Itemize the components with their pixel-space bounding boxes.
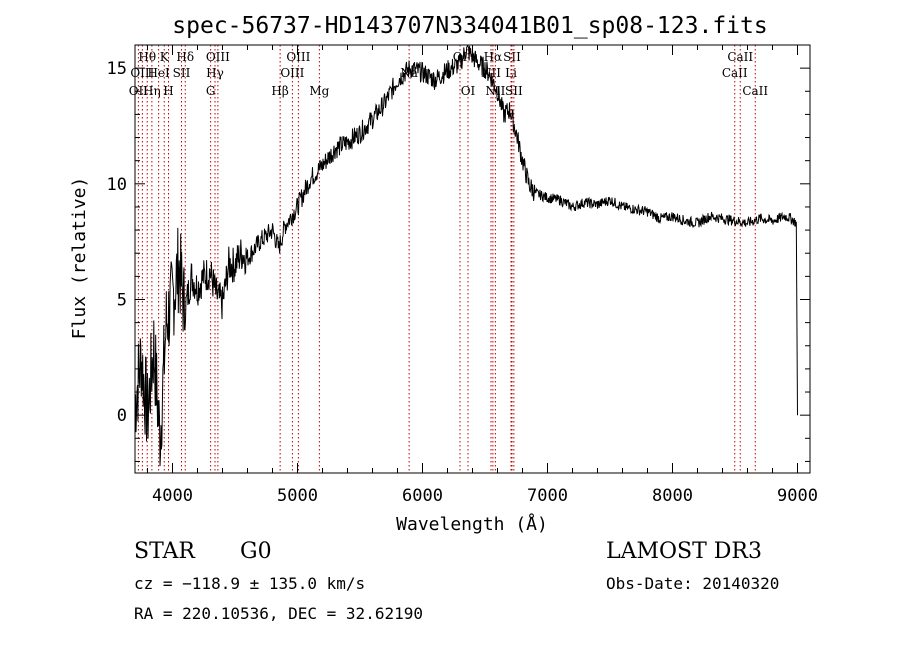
line-marker-label: OIII [280, 66, 304, 80]
y-tick-label: 0 [117, 406, 127, 426]
line-markers: OIIHθOIIIHηHeIKHSIIHδGHγOIIIHβOIIIOIIIMg… [129, 45, 768, 473]
line-marker-label: SII [505, 84, 523, 98]
line-marker-label: HeI [147, 66, 170, 80]
object-subclass: G0 [240, 539, 272, 564]
line-marker-label: CaII [727, 50, 753, 64]
line-marker-label: OI [461, 84, 476, 98]
line-marker-label: G [206, 84, 216, 98]
x-axis-label: Wavelength (Å) [396, 513, 548, 535]
line-marker-label: Hη [143, 84, 161, 98]
y-tick-label: 15 [107, 59, 127, 79]
line-marker-label: H [163, 84, 173, 98]
redshift-cz: cz = −118.9 ± 135.0 km/s [134, 574, 366, 593]
line-marker-label: Hθ [138, 50, 156, 64]
line-marker-label: OIII [206, 50, 230, 64]
object-class: STAR [134, 539, 195, 564]
x-tick-label: 6000 [402, 486, 443, 506]
line-marker-label: CaII [722, 66, 748, 80]
line-marker-label: Hα [484, 50, 503, 64]
line-marker-label: OIII [130, 66, 154, 80]
line-marker-label: SII [173, 66, 191, 80]
x-tick-label: 8000 [652, 486, 693, 506]
y-axis-label: Flux (relative) [69, 177, 90, 340]
line-marker-label: Li [505, 66, 517, 80]
x-tick-label: 9000 [777, 486, 818, 506]
line-marker-label: OIII [286, 50, 310, 64]
survey-label: LAMOST DR3 [606, 539, 762, 564]
spectrum-series [134, 44, 798, 467]
line-marker-label: CaII [742, 84, 768, 98]
x-tick-label: 5000 [277, 486, 318, 506]
line-marker-label: Hδ [176, 50, 194, 64]
line-marker-label: Hβ [271, 84, 288, 98]
x-tick-label: 4000 [152, 486, 193, 506]
x-tick-label: 7000 [527, 486, 568, 506]
observation-date: Obs-Date: 20140320 [606, 574, 780, 593]
line-marker-label: SII [503, 50, 521, 64]
y-tick-label: 5 [117, 290, 127, 310]
line-marker-label: Hγ [206, 66, 224, 80]
line-marker-label: Mg [309, 84, 329, 98]
chart-title: spec-56737-HD143707N334041B01_sp08-123.f… [172, 13, 767, 39]
spectrum-line [134, 44, 798, 467]
coordinates: RA = 220.10536, DEC = 32.62190 [134, 604, 423, 623]
line-marker-label: K [160, 50, 170, 64]
y-tick-label: 10 [107, 175, 127, 195]
axes: 4000 5000 6000 7000 8000 9000 0 5 10 15 [107, 44, 818, 506]
